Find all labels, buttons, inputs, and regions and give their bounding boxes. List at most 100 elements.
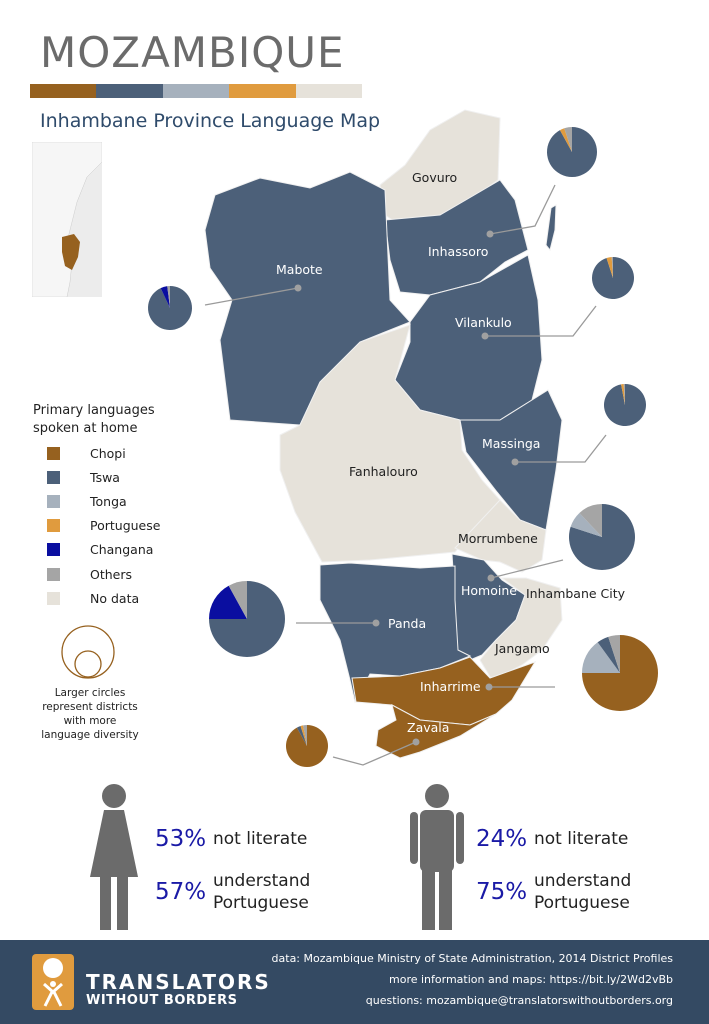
legend-swatch — [47, 447, 60, 460]
legend-item-others: Others — [47, 567, 132, 582]
pie-mabote — [148, 285, 193, 330]
pie-slice-others — [579, 504, 602, 537]
district-zavala[interactable] — [375, 704, 497, 759]
label-govuro: Govuro — [412, 170, 457, 185]
legend-item-tswa: Tswa — [47, 470, 120, 485]
legend-title-line1: Primary languages — [33, 403, 155, 418]
legend-swatch — [47, 495, 60, 508]
dot-zavala — [412, 738, 420, 746]
pie-slice-tswa — [296, 726, 307, 746]
map-subtitle: Inhambane Province Language Map — [40, 110, 381, 132]
man-icon — [410, 784, 464, 930]
leader-lines — [204, 184, 607, 766]
pie-slice-tonga — [570, 512, 602, 537]
men-literacy-pct: 24% — [476, 826, 528, 852]
pie-vilankulo — [592, 257, 634, 300]
men-portuguese-pct: 75% — [476, 879, 528, 905]
data-source: data: Mozambique Ministry of State Admin… — [271, 952, 673, 965]
pie-slice-others — [608, 635, 620, 673]
color-bar-tswa — [96, 84, 163, 98]
pie-slice-changana — [209, 585, 247, 619]
pie-panda — [209, 581, 285, 657]
district-fanhalouro[interactable] — [279, 324, 501, 563]
women-portuguese-stat: 57% understand Portuguese — [155, 870, 310, 914]
pie-slice-changana — [160, 286, 170, 308]
circle-size-note: Larger circles represent districts with … — [41, 687, 139, 741]
pie-slice-tonga — [582, 642, 620, 673]
pie-slice-portuguese — [300, 725, 307, 746]
color-bar-portuguese — [229, 84, 296, 98]
page-title: MOZAMBIQUE — [40, 28, 345, 77]
inset-inhambane — [62, 234, 80, 270]
legend-item-changana: Changana — [47, 542, 153, 557]
pie-homoine — [569, 504, 635, 570]
label-inhassoro: Inhassoro — [428, 244, 488, 259]
woman-icon — [90, 784, 138, 930]
pie-slice-portuguese — [621, 384, 625, 405]
pie-slice-others — [303, 725, 307, 746]
men-literacy-label: not literate — [534, 829, 629, 849]
legend-label: Portuguese — [90, 518, 161, 533]
legend-label: Chopi — [90, 446, 126, 461]
inset-locator-map — [32, 142, 102, 297]
pie-slice-others — [167, 286, 170, 308]
pie-slice-others — [564, 127, 572, 152]
pie-slice-others — [623, 384, 625, 405]
pie-massinga — [604, 383, 647, 426]
district-massinga[interactable] — [459, 389, 563, 531]
legend-swatch — [47, 519, 60, 532]
legend-item-tonga: Tonga — [47, 494, 127, 509]
label-line: understand — [534, 871, 632, 891]
pie-inharrime — [582, 635, 658, 711]
legend-title-line2: spoken at home — [33, 421, 138, 436]
color-bar-tonga — [162, 84, 230, 98]
inset-land — [32, 142, 102, 297]
pie-zavala — [285, 725, 328, 767]
legend-item-chopi: Chopi — [47, 446, 126, 461]
pie-slice-tswa — [597, 636, 620, 673]
women-literacy-stat: 53% not literate — [155, 826, 307, 852]
pie-slice-tswa — [604, 383, 647, 426]
questions-email[interactable]: questions: mozambique@translatorswithout… — [365, 994, 673, 1007]
pie-slice-others — [611, 257, 613, 278]
label-panda: Panda — [388, 616, 426, 631]
legend-swatch — [47, 592, 60, 605]
province-map: Govuro Inhassoro Mabote Vilankulo Massin… — [148, 109, 658, 767]
label-massinga: Massinga — [482, 436, 540, 451]
district-mabote[interactable] — [204, 171, 411, 426]
org-name-sub: WITHOUT BORDERS — [86, 993, 238, 1008]
label-line: Portuguese — [534, 893, 630, 913]
legend-swatch — [47, 471, 60, 484]
district-inhassoro[interactable] — [384, 179, 529, 296]
men-portuguese-stat: 75% understand Portuguese — [476, 870, 631, 914]
legend-swatch — [47, 543, 60, 556]
pie-slice-portuguese — [559, 128, 572, 152]
label-inhambane-city: Inhambane City — [526, 586, 626, 601]
label-jangamo: Jangamo — [494, 641, 550, 656]
circle-size-icon — [61, 625, 115, 679]
label-vilankulo: Vilankulo — [455, 315, 512, 330]
color-bar — [30, 84, 363, 98]
more-info-link[interactable]: more information and maps: https://bit.l… — [389, 973, 673, 986]
women-portuguese-pct: 57% — [155, 879, 207, 905]
label-inharrime: Inharrime — [420, 679, 481, 694]
women-literacy-pct: 53% — [155, 826, 207, 852]
pie-slice-chopi — [285, 725, 328, 767]
women-literacy-label: not literate — [213, 829, 308, 849]
pie-inhassoro — [546, 127, 597, 177]
dot-inhassoro — [486, 230, 494, 238]
legend-item-portuguese: Portuguese — [47, 518, 160, 533]
legend-item-nodata: No data — [47, 591, 139, 606]
label-zavala: Zavala — [407, 720, 449, 735]
district-morrumbene[interactable] — [454, 499, 547, 573]
twb-logo-icon — [32, 954, 74, 1010]
legend-label: No data — [90, 591, 140, 606]
label-morrumbene: Morrumbene — [458, 531, 538, 546]
label-line: Portuguese — [213, 893, 309, 913]
label-fanhalouro: Fanhalouro — [349, 464, 418, 479]
color-bar-nodata — [295, 84, 363, 98]
dot-vilankulo — [481, 332, 489, 340]
legend-label: Tonga — [90, 494, 127, 509]
dot-homoine — [487, 574, 495, 582]
dot-mabote — [294, 284, 302, 292]
